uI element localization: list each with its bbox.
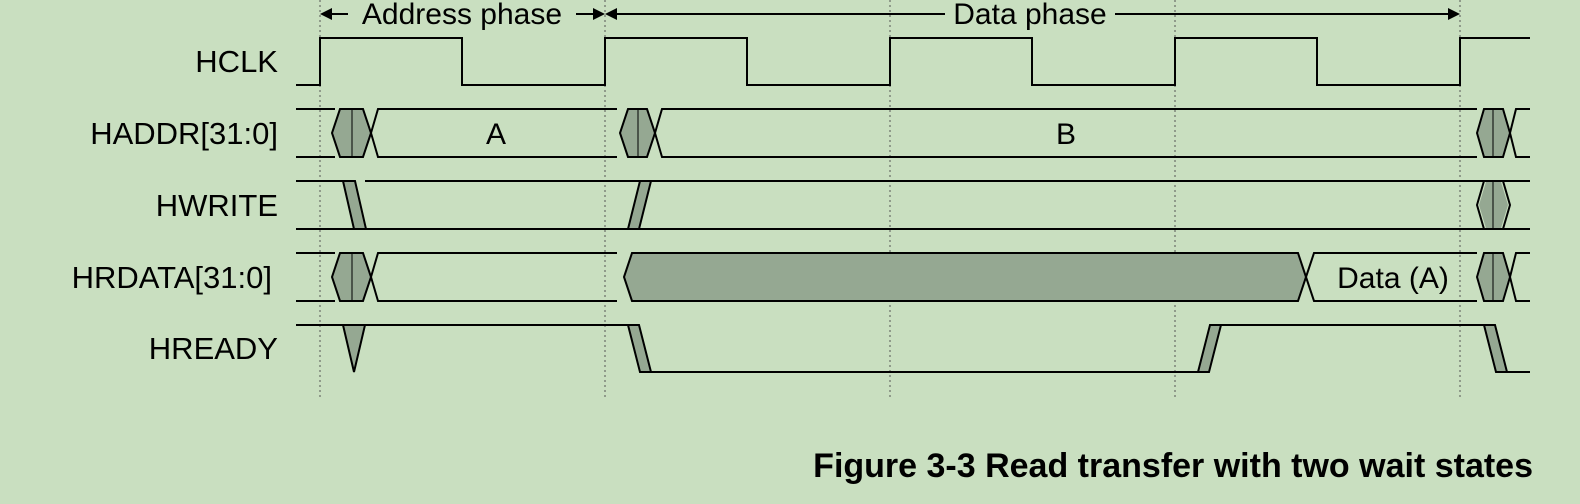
data-phase-marker: Data phase bbox=[605, 0, 1460, 31]
signal-label-hclk: HCLK bbox=[195, 44, 278, 79]
signal-label-haddr: HADDR[31:0] bbox=[90, 116, 278, 151]
hready-fall-transition-2 bbox=[1482, 324, 1509, 373]
haddr-waveform: A B bbox=[296, 108, 1530, 158]
hready-waveform bbox=[296, 324, 1530, 373]
hrdata-value-data-a: Data (A) bbox=[1337, 262, 1449, 295]
signal-label-hwrite: HWRITE bbox=[156, 188, 278, 223]
hready-fall-transition bbox=[626, 324, 653, 373]
hwrite-rise-transition bbox=[626, 180, 653, 230]
address-phase-marker: Address phase bbox=[320, 0, 605, 31]
haddr-value-a: A bbox=[486, 118, 506, 151]
data-phase-label: Data phase bbox=[953, 0, 1106, 31]
signal-label-hrdata: HRDATA[31:0] bbox=[72, 260, 272, 295]
hready-glitch bbox=[341, 324, 367, 373]
hclk-waveform bbox=[296, 37, 1530, 86]
haddr-value-b: B bbox=[1056, 118, 1076, 151]
hrdata-wait-region bbox=[622, 252, 1308, 302]
address-phase-label: Address phase bbox=[362, 0, 562, 31]
hrdata-waveform: Data (A) bbox=[296, 252, 1530, 302]
hwrite-waveform bbox=[296, 180, 1530, 230]
hwrite-fall-transition bbox=[341, 180, 368, 230]
figure-caption: Figure 3-3 Read transfer with two wait s… bbox=[813, 447, 1533, 485]
hready-rise-transition bbox=[1196, 324, 1223, 373]
signal-label-hready: HREADY bbox=[149, 331, 278, 366]
